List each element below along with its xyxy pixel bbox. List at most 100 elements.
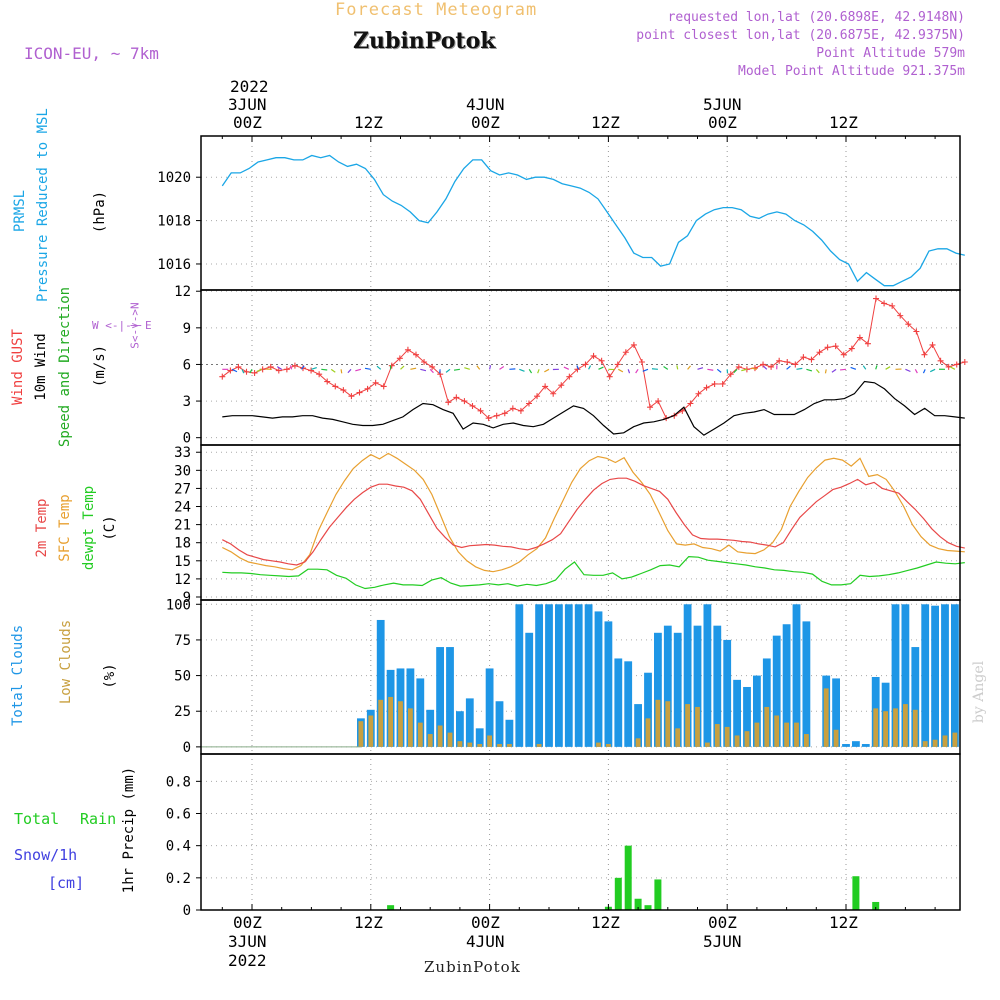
wind-gust-line-point [429,363,436,370]
total-cloud-bar [525,632,534,747]
dewpt-line [222,555,965,590]
wind-direction-arrow [651,368,658,370]
wind-direction-arrow [340,369,343,374]
label-ms: (m/s) [92,344,108,388]
rain-bar [872,901,880,910]
wind-gust-line-point [598,357,605,364]
y-tick-label: 1020 [157,170,191,186]
low-cloud-bar [655,699,661,747]
low-cloud-bar [675,728,681,747]
wind-direction-arrow [885,366,891,370]
wind-gust-line-point [517,407,524,414]
low-cloud-bar [922,741,928,747]
top-time-00z-2: 00Z [471,113,500,132]
wind-gust-line-point [735,363,742,370]
bottom-date-5jun: 5JUN [703,932,742,951]
wind-gust-line-point [655,398,662,405]
wind-direction-arrow [642,368,649,372]
wind-gust-line-point [275,367,282,374]
low-cloud-bar [942,735,948,747]
footer-station: ZubinPotok [424,958,521,976]
wind-direction-arrow [733,368,738,374]
wind-direction-arrow [489,365,492,370]
total-cloud-bar [446,647,454,747]
wind-gust-line-point [873,295,880,302]
low-cloud-bar [823,688,829,747]
panel-frames [200,135,961,911]
wind-direction-arrow [618,368,624,373]
low-cloud-bar [724,726,730,747]
wind-gust-line-point [864,340,871,347]
wind-gust-line-point [953,361,960,368]
low-cloud-bar [784,722,789,747]
wind-direction-arrow [949,366,956,370]
top-time-12z-2: 12Z [591,113,620,132]
wind-gust-line-point [961,359,968,366]
wind-direction-arrow [410,367,417,370]
low-cloud-bar [952,732,958,747]
axis-ticks: 1016101810200369129121518212427303302550… [157,136,936,919]
wind-gust-line-point [324,378,331,385]
wind-gust-line-point [316,371,323,378]
label-speed-direction: Speed and Direction [57,286,73,448]
wind-gust-line-point [897,312,904,319]
low-cloud-bar [774,715,780,747]
total-cloud-bar [475,728,484,747]
wind-gust-line-point [719,380,726,387]
total-cloud-bar [861,744,870,747]
top-date-3jun: 3JUN [228,95,267,114]
total-cloud-bar [406,668,415,747]
wind-gust-line-point [332,383,339,390]
total-cloud-bar [555,604,563,747]
wind-10m-line [222,380,965,436]
total-cloud-bar [584,604,593,747]
wind-direction-arrow [519,368,525,372]
wind-gust-line-point [372,379,379,386]
wind-gust-line-point [768,363,775,370]
low-cloud-bar [714,724,720,747]
bottom-date-4jun: 4JUN [466,932,505,951]
total-cloud-bar [693,625,702,747]
wind-gust-line-point [404,346,411,353]
wind-gust-line-point [776,357,783,364]
wind-gust-line-point [542,383,549,390]
low-cloud-bar [427,734,433,747]
low-cloud-bar [447,732,453,747]
top-time-12z-1: 12Z [354,113,383,132]
label-total: Total [14,810,60,828]
wind-direction-arrow [862,365,867,370]
total-cloud-bar [743,686,751,747]
label-low-clouds: Low Clouds [58,619,74,705]
low-cloud-bar [744,731,750,747]
wind-direction-arrow [420,368,427,372]
top-time-00z-3: 00Z [708,113,737,132]
requested-coords: requested lon,lat (20.6898E, 42.9148N) [667,10,965,25]
rain-bar [624,845,632,910]
low-cloud-bar [507,744,512,747]
y-tick-label: 9 [183,321,191,337]
wind-gust-line-point [622,349,629,356]
wind-direction-arrow [716,368,722,373]
y-tick-label: 0.8 [166,774,191,790]
y-tick-label: 24 [174,500,191,516]
wind-gust-line-point [582,361,589,368]
wind-gust-line-point [840,351,847,358]
wind-gust-line-point [477,407,484,414]
low-cloud-bar [804,734,809,747]
total-cloud-bar [723,639,732,747]
label-wind-gust: Wind GUST [10,329,26,405]
label-percent: (%) [102,663,118,689]
low-cloud-bar [497,744,502,747]
rain-bar [644,905,652,910]
total-cloud-bar [505,719,514,747]
label-sfc-temp: SFC Temp [57,494,73,562]
wind-direction-arrow [249,369,253,374]
low-cloud-bar [596,742,601,747]
wind-gust-line-point [929,341,936,348]
y-tick-label: 1018 [157,214,191,230]
wind-direction-arrow [289,365,293,370]
top-date-5jun: 5JUN [703,95,742,114]
rain-bar [634,898,642,910]
y-tick-label: 15 [174,554,191,570]
wind-direction-arrow [922,369,926,374]
